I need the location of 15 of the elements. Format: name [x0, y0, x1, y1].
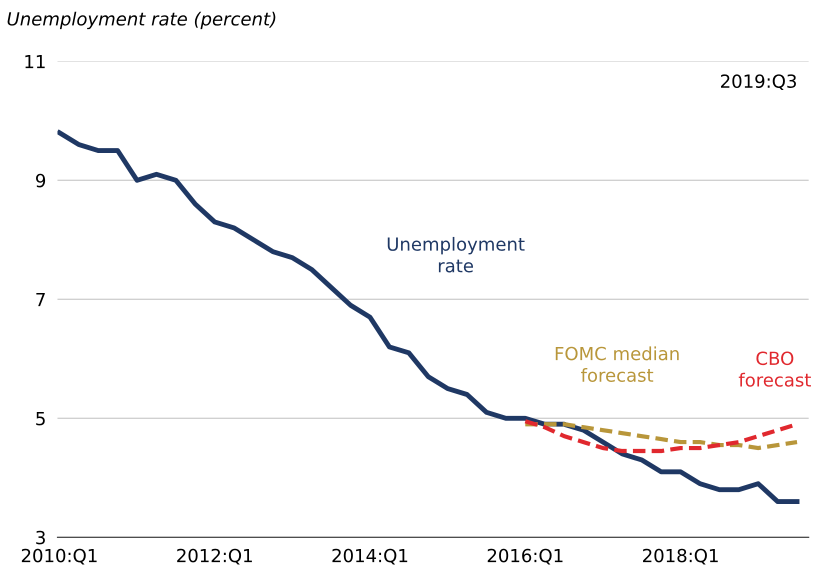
text: CBO forecast	[738, 351, 811, 387]
y-tick-label: 7	[36, 292, 45, 306]
x-tick-label: 2012:Q1	[177, 548, 252, 564]
x-tick-label: 2014:Q1	[332, 548, 408, 564]
text: Unemployment rate	[388, 236, 525, 272]
y-tick-label: 5	[36, 412, 45, 426]
x-tick-label: 2016:Q1	[488, 548, 562, 564]
y-tick-label: 11	[25, 55, 45, 68]
annotation: 2019:Q3	[721, 74, 796, 90]
text: FOMC median forecast	[556, 346, 679, 382]
x-tick-label: 2018:Q1	[643, 548, 718, 564]
y-axis-title: Unemployment rate (percent)	[8, 12, 276, 30]
x-tick-label: 2010:Q1	[22, 548, 97, 564]
y-tick-label: 9	[36, 174, 46, 188]
y-tick-label: 3	[36, 530, 45, 544]
